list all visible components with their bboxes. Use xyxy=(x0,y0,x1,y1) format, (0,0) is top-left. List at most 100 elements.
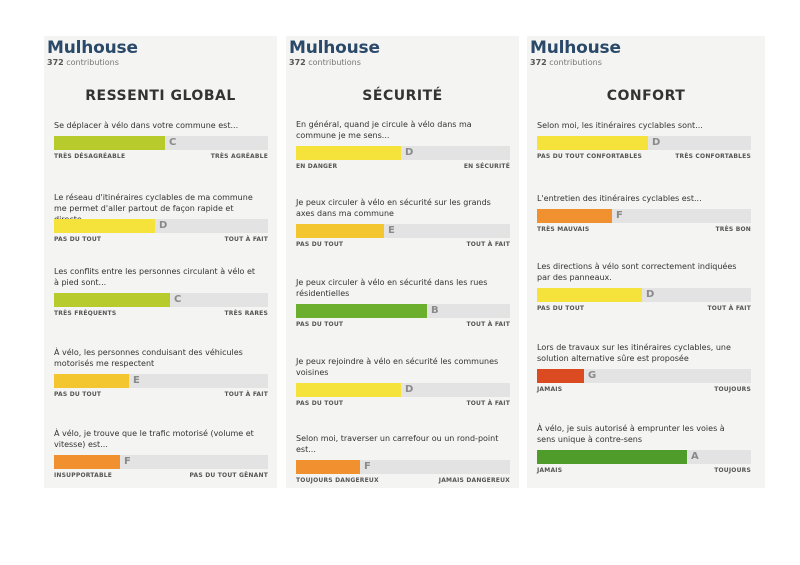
score-bar: F xyxy=(54,455,268,469)
question-text: À vélo, je trouve que le trafic motorisé… xyxy=(54,429,254,449)
grade-letter: F xyxy=(364,461,371,472)
score-bar-fill xyxy=(296,383,401,397)
contribution-count: 372 contributions xyxy=(530,58,602,67)
scale-max-label: TRÈS BON xyxy=(715,226,751,233)
question-text: Se déplacer à vélo dans votre commune es… xyxy=(54,121,239,130)
question-text: Selon moi, traverser un carrefour ou un … xyxy=(296,434,499,454)
contribution-label: contributions xyxy=(549,58,602,67)
question-block: Les conflits entre les personnes circula… xyxy=(54,266,268,317)
scale-max-label: TOUT À FAIT xyxy=(466,321,510,328)
grade-letter: G xyxy=(588,370,597,381)
question-text: Lors de travaux sur les itinéraires cycl… xyxy=(537,343,731,363)
scale-min-label: PAS DU TOUT xyxy=(54,391,102,398)
score-bar-fill xyxy=(296,460,360,474)
scale-max-label: TOUT À FAIT xyxy=(224,391,268,398)
question-text: En général, quand je circule à vélo dans… xyxy=(296,120,472,140)
question-text: À vélo, les personnes conduisant des véh… xyxy=(54,348,243,368)
city-title: Mulhouse xyxy=(530,38,621,58)
scale-min-label: TOUJOURS DANGEREUX xyxy=(296,477,379,484)
scale-max-label: TOUT À FAIT xyxy=(466,400,510,407)
score-bar-fill xyxy=(537,288,642,302)
grade-letter: E xyxy=(133,375,140,386)
question-block: Le réseau d'itinéraires cyclables de ma … xyxy=(54,192,268,243)
scale-max-label: TOUJOURS xyxy=(714,386,751,393)
grade-letter: D xyxy=(652,137,661,148)
question-block: Je peux rejoindre à vélo en sécurité les… xyxy=(296,356,510,407)
question-text: Je peux circuler à vélo en sécurité dans… xyxy=(296,278,488,298)
scale-max-label: TOUT À FAIT xyxy=(224,236,268,243)
scale-max-label: EN SÉCURITÉ xyxy=(463,163,510,170)
score-bar-fill xyxy=(54,219,155,233)
score-bar: E xyxy=(54,374,268,388)
city-title: Mulhouse xyxy=(47,38,138,58)
scale-min-label: JAMAIS xyxy=(537,467,563,474)
scale-min-label: PAS DU TOUT CONFORTABLES xyxy=(537,153,643,160)
question-text: L'entretien des itinéraires cyclables es… xyxy=(537,194,702,203)
score-bar: A xyxy=(537,450,751,464)
score-bar-fill xyxy=(296,146,401,160)
question-block: À vélo, les personnes conduisant des véh… xyxy=(54,347,268,398)
score-bar: B xyxy=(296,304,510,318)
question-text: Je peux circuler à vélo en sécurité sur … xyxy=(296,198,491,218)
score-bar-fill xyxy=(54,136,165,150)
contribution-count: 372 contributions xyxy=(47,58,119,67)
scale-max-label: TOUT À FAIT xyxy=(707,305,751,312)
question-block: Je peux circuler à vélo en sécurité dans… xyxy=(296,277,510,328)
question-block: Selon moi, traverser un carrefour ou un … xyxy=(296,433,510,484)
score-bar: D xyxy=(537,136,751,150)
question-block: Je peux circuler à vélo en sécurité sur … xyxy=(296,197,510,248)
grade-letter: D xyxy=(646,289,655,300)
scale-min-label: PAS DU TOUT xyxy=(537,305,585,312)
scale-min-label: PAS DU TOUT xyxy=(296,321,344,328)
question-block: À vélo, je trouve que le trafic motorisé… xyxy=(54,428,268,479)
score-bar: G xyxy=(537,369,751,383)
section-heading: CONFORT xyxy=(606,88,686,104)
question-block: Les directions à vélo sont correctement … xyxy=(537,261,751,312)
question-text: Selon moi, les itinéraires cyclables son… xyxy=(537,121,703,130)
question-text: Je peux rejoindre à vélo en sécurité les… xyxy=(296,357,499,377)
scale-max-label: TRÈS AGRÉABLE xyxy=(210,153,268,160)
grade-letter: C xyxy=(169,137,177,148)
scale-max-label: TOUT À FAIT xyxy=(466,241,510,248)
score-bar-fill xyxy=(296,304,427,318)
contribution-count: 372 contributions xyxy=(289,58,361,67)
question-block: Lors de travaux sur les itinéraires cycl… xyxy=(537,342,751,393)
scale-min-label: TRÈS DÉSAGRÉABLE xyxy=(54,153,126,160)
scale-min-label: TRÈS MAUVAIS xyxy=(537,226,590,233)
score-bar: D xyxy=(537,288,751,302)
contribution-label: contributions xyxy=(66,58,119,67)
grade-letter: D xyxy=(405,147,414,158)
section-heading: RESSENTI GLOBAL xyxy=(85,88,236,104)
score-bar-fill xyxy=(537,209,612,223)
contribution-number: 372 xyxy=(289,58,306,67)
question-block: À vélo, je suis autorisé à emprunter les… xyxy=(537,423,751,474)
scale-min-label: EN DANGER xyxy=(296,163,338,170)
panel-1: Mulhouse 372 contributions RESSENTI GLOBAL… xyxy=(44,36,277,488)
question-block: L'entretien des itinéraires cyclables es… xyxy=(537,193,751,233)
score-bar-fill xyxy=(54,374,129,388)
question-block: En général, quand je circule à vélo dans… xyxy=(296,119,510,170)
score-bar: E xyxy=(296,224,510,238)
score-bar-fill xyxy=(537,450,687,464)
score-bar-fill xyxy=(296,224,384,238)
grade-letter: A xyxy=(691,451,699,462)
panel-3: Mulhouse 372 contributions CONFORT Selon mo… xyxy=(527,36,765,488)
score-bar: F xyxy=(296,460,510,474)
scale-min-label: JAMAIS xyxy=(537,386,563,393)
grade-letter: F xyxy=(124,456,131,467)
question-block: Se déplacer à vélo dans votre commune es… xyxy=(54,120,268,160)
score-bar: C xyxy=(54,293,268,307)
grade-letter: F xyxy=(616,210,623,221)
scale-max-label: PAS DU TOUT GÊNANT xyxy=(189,472,268,479)
scale-max-label: TRÈS RARES xyxy=(224,310,268,317)
scale-min-label: INSUPPORTABLE xyxy=(54,472,113,479)
section-heading: SÉCURITÉ xyxy=(362,88,443,104)
scale-max-label: JAMAIS DANGEREUX xyxy=(438,477,510,484)
contribution-number: 372 xyxy=(47,58,64,67)
grade-letter: D xyxy=(405,384,414,395)
score-bar-fill xyxy=(54,455,120,469)
score-bar: F xyxy=(537,209,751,223)
score-bar: D xyxy=(54,219,268,233)
scale-min-label: PAS DU TOUT xyxy=(296,241,344,248)
grade-letter: D xyxy=(159,220,168,231)
